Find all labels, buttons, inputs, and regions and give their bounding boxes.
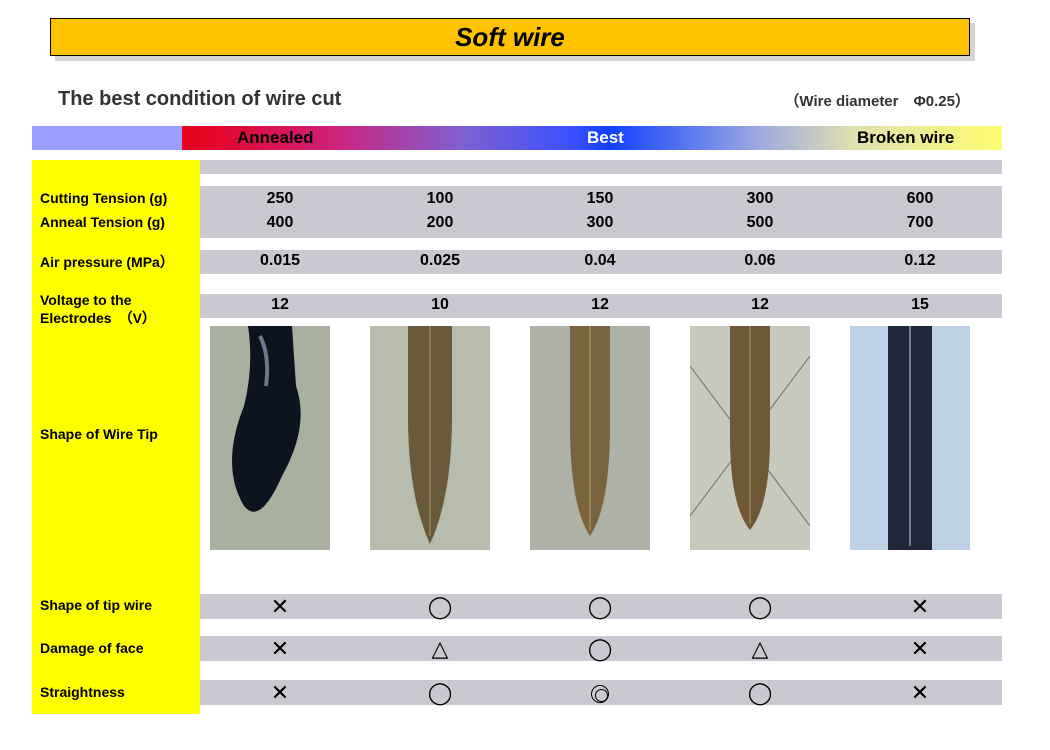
c5-sym-straight: ✕ (840, 680, 1000, 705)
title-text: Soft wire (50, 18, 970, 56)
double-circle-icon (591, 685, 609, 703)
c1-voltage: 12 (200, 296, 360, 314)
c2-sym-straight: ◯ (360, 680, 520, 705)
c5-cutting-tension: 600 (840, 190, 1000, 208)
label-voltage: Voltage to the Electrodes （V） (40, 292, 192, 327)
c3-sym-straight (520, 680, 680, 705)
c2-wire-tip-image (370, 326, 490, 550)
label-anneal-tension: Anneal Tension (g) (40, 214, 192, 232)
c1-sym-damage: ✕ (200, 636, 360, 661)
c4-anneal-tension: 500 (680, 214, 840, 232)
c5-sym-shape: ✕ (840, 594, 1000, 619)
subtitle-row: The best condition of wire cut （Wire dia… (40, 84, 1000, 114)
c2-voltage: 10 (360, 296, 520, 314)
label-damage-of-face: Damage of face (40, 640, 192, 658)
c1-sym-straight: ✕ (200, 680, 360, 705)
data-area: 250 400 0.015 12 ✕ ✕ ✕ 100 200 0.025 10 … (200, 160, 1002, 714)
c2-cutting-tension: 100 (360, 190, 520, 208)
c2-sym-damage: △ (360, 636, 520, 661)
c1-sym-shape: ✕ (200, 594, 360, 619)
c5-wire-tip-image (850, 326, 970, 550)
c4-voltage: 12 (680, 296, 840, 314)
column-4: 300 500 0.06 12 ◯ △ ◯ (680, 160, 840, 714)
c2-air-pressure: 0.025 (360, 252, 520, 270)
label-shape-of-tip-wire: Shape of tip wire (40, 597, 192, 615)
c4-cutting-tension: 300 (680, 190, 840, 208)
c4-sym-damage: △ (680, 636, 840, 661)
c4-sym-straight: ◯ (680, 680, 840, 705)
subtitle: The best condition of wire cut (58, 88, 341, 111)
title-banner: Soft wire (50, 18, 970, 56)
c3-sym-shape: ◯ (520, 594, 680, 619)
row-label-sidebar: Cutting Tension (g) Anneal Tension (g) A… (32, 160, 200, 714)
label-cutting-tension: Cutting Tension (g) (40, 190, 192, 208)
c4-sym-shape: ◯ (680, 594, 840, 619)
c1-anneal-tension: 400 (200, 214, 360, 232)
label-air-pressure: Air pressure (MPa） (40, 254, 192, 272)
label-shape-of-wire-tip: Shape of Wire Tip (40, 426, 192, 444)
c3-wire-tip-image (530, 326, 650, 550)
column-5: 600 700 0.12 15 ✕ ✕ ✕ (840, 160, 1000, 714)
c4-air-pressure: 0.06 (680, 252, 840, 270)
c3-voltage: 12 (520, 296, 680, 314)
column-1: 250 400 0.015 12 ✕ ✕ ✕ (200, 160, 360, 714)
c2-anneal-tension: 200 (360, 214, 520, 232)
c5-air-pressure: 0.12 (840, 252, 1000, 270)
header-strip-left (32, 126, 182, 150)
column-2: 100 200 0.025 10 ◯ △ ◯ (360, 160, 520, 714)
header-label-annealed: Annealed (237, 128, 314, 148)
c5-voltage: 15 (840, 296, 1000, 314)
c1-cutting-tension: 250 (200, 190, 360, 208)
c5-anneal-tension: 700 (840, 214, 1000, 232)
c3-anneal-tension: 300 (520, 214, 680, 232)
wire-diameter-note: （Wire diameter Φ0.25） (784, 90, 970, 111)
c3-sym-damage: ◯ (520, 636, 680, 661)
label-straightness: Straightness (40, 684, 192, 702)
header-label-best: Best (587, 128, 624, 148)
c5-sym-damage: ✕ (840, 636, 1000, 661)
c2-sym-shape: ◯ (360, 594, 520, 619)
c4-wire-tip-image (690, 326, 810, 550)
column-3: 150 300 0.04 12 ◯ ◯ (520, 160, 680, 714)
c1-air-pressure: 0.015 (200, 252, 360, 270)
c3-cutting-tension: 150 (520, 190, 680, 208)
header-strip: Annealed Best Broken wire (32, 126, 1002, 150)
c1-wire-tip-image (210, 326, 330, 550)
c3-air-pressure: 0.04 (520, 252, 680, 270)
header-label-broken: Broken wire (857, 128, 954, 148)
